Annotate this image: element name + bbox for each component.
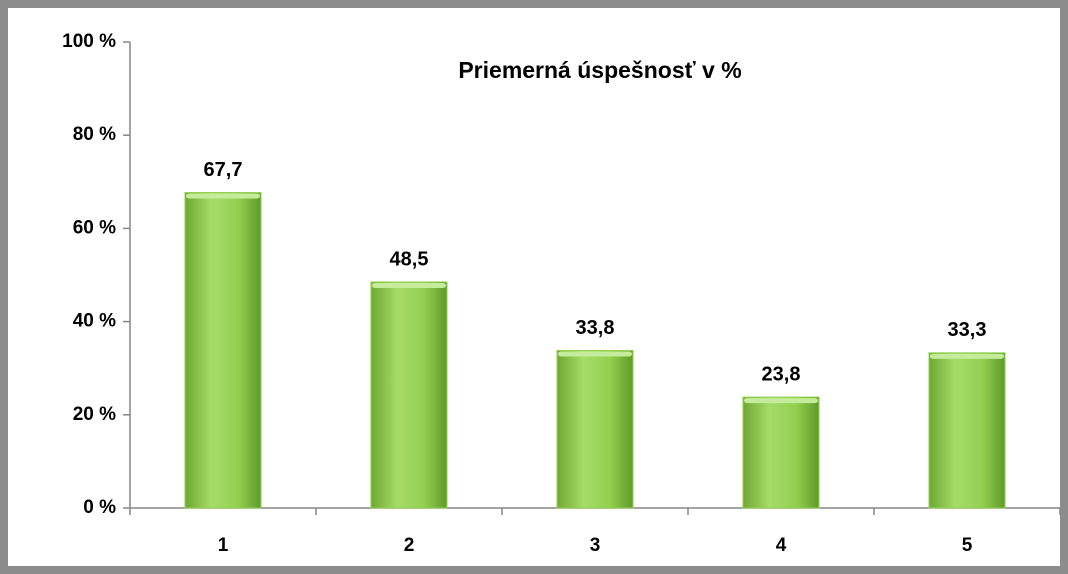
value-label: 33,3 [948, 319, 987, 341]
y-tick-label: 40 % [73, 311, 116, 332]
x-tick-label: 5 [962, 535, 973, 556]
bar [184, 192, 262, 509]
bar [928, 352, 1006, 509]
value-label: 33,8 [576, 317, 615, 339]
value-label: 67,7 [204, 159, 243, 181]
chart-title: Priemerná úspešnosť v % [458, 57, 741, 83]
x-tick-label: 1 [218, 535, 229, 556]
bar-top [558, 351, 632, 357]
value-label: 23,8 [762, 363, 801, 385]
x-tick-label: 3 [590, 535, 601, 556]
value-label: 48,5 [390, 248, 429, 270]
bar [556, 349, 634, 509]
bar-top [930, 353, 1004, 359]
bar-top [372, 282, 446, 288]
x-tick-label: 2 [404, 535, 415, 556]
x-tick-label: 4 [776, 535, 787, 556]
bar-top [744, 398, 818, 404]
bar-top [186, 193, 260, 199]
bar [742, 396, 820, 509]
y-tick-label: 80 % [73, 124, 116, 145]
bar [370, 281, 448, 509]
y-tick-label: 0 % [83, 497, 116, 518]
y-tick-label: 60 % [73, 217, 116, 238]
y-tick-label: 20 % [73, 404, 116, 425]
y-tick-label: 100 % [62, 31, 116, 52]
